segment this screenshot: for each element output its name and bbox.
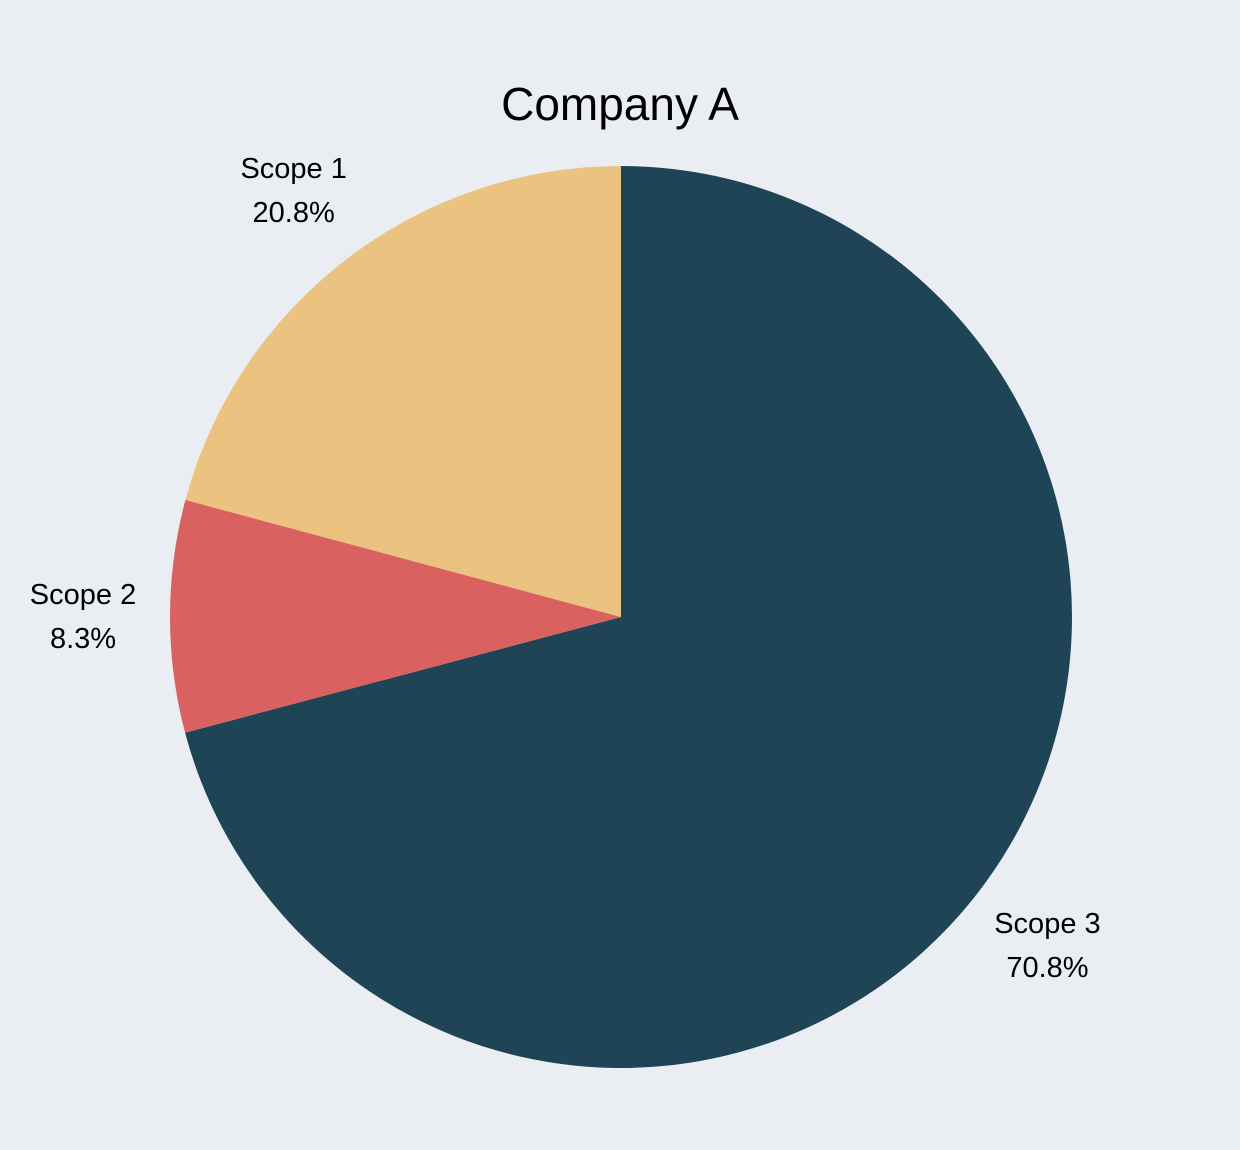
pie-slice-scope-2 — [169, 499, 622, 733]
pie-slice-scope-3 — [185, 166, 1072, 1068]
slice-label-name: Scope 2 — [30, 579, 136, 611]
slice-labels: Scope 3 70.8% Scope 2 8.3% Scope 1 20.8% — [30, 153, 1101, 984]
chart-title: Company A — [501, 78, 739, 130]
slice-label-value: 70.8% — [1006, 952, 1088, 984]
slice-label-value: 8.3% — [50, 623, 116, 655]
pie-slice-scope-1 — [185, 166, 621, 617]
pie-slices — [169, 166, 1072, 1068]
slice-label-name: Scope 1 — [240, 153, 346, 185]
slice-label-name: Scope 3 — [994, 908, 1100, 940]
slice-label-value: 20.8% — [253, 197, 335, 229]
